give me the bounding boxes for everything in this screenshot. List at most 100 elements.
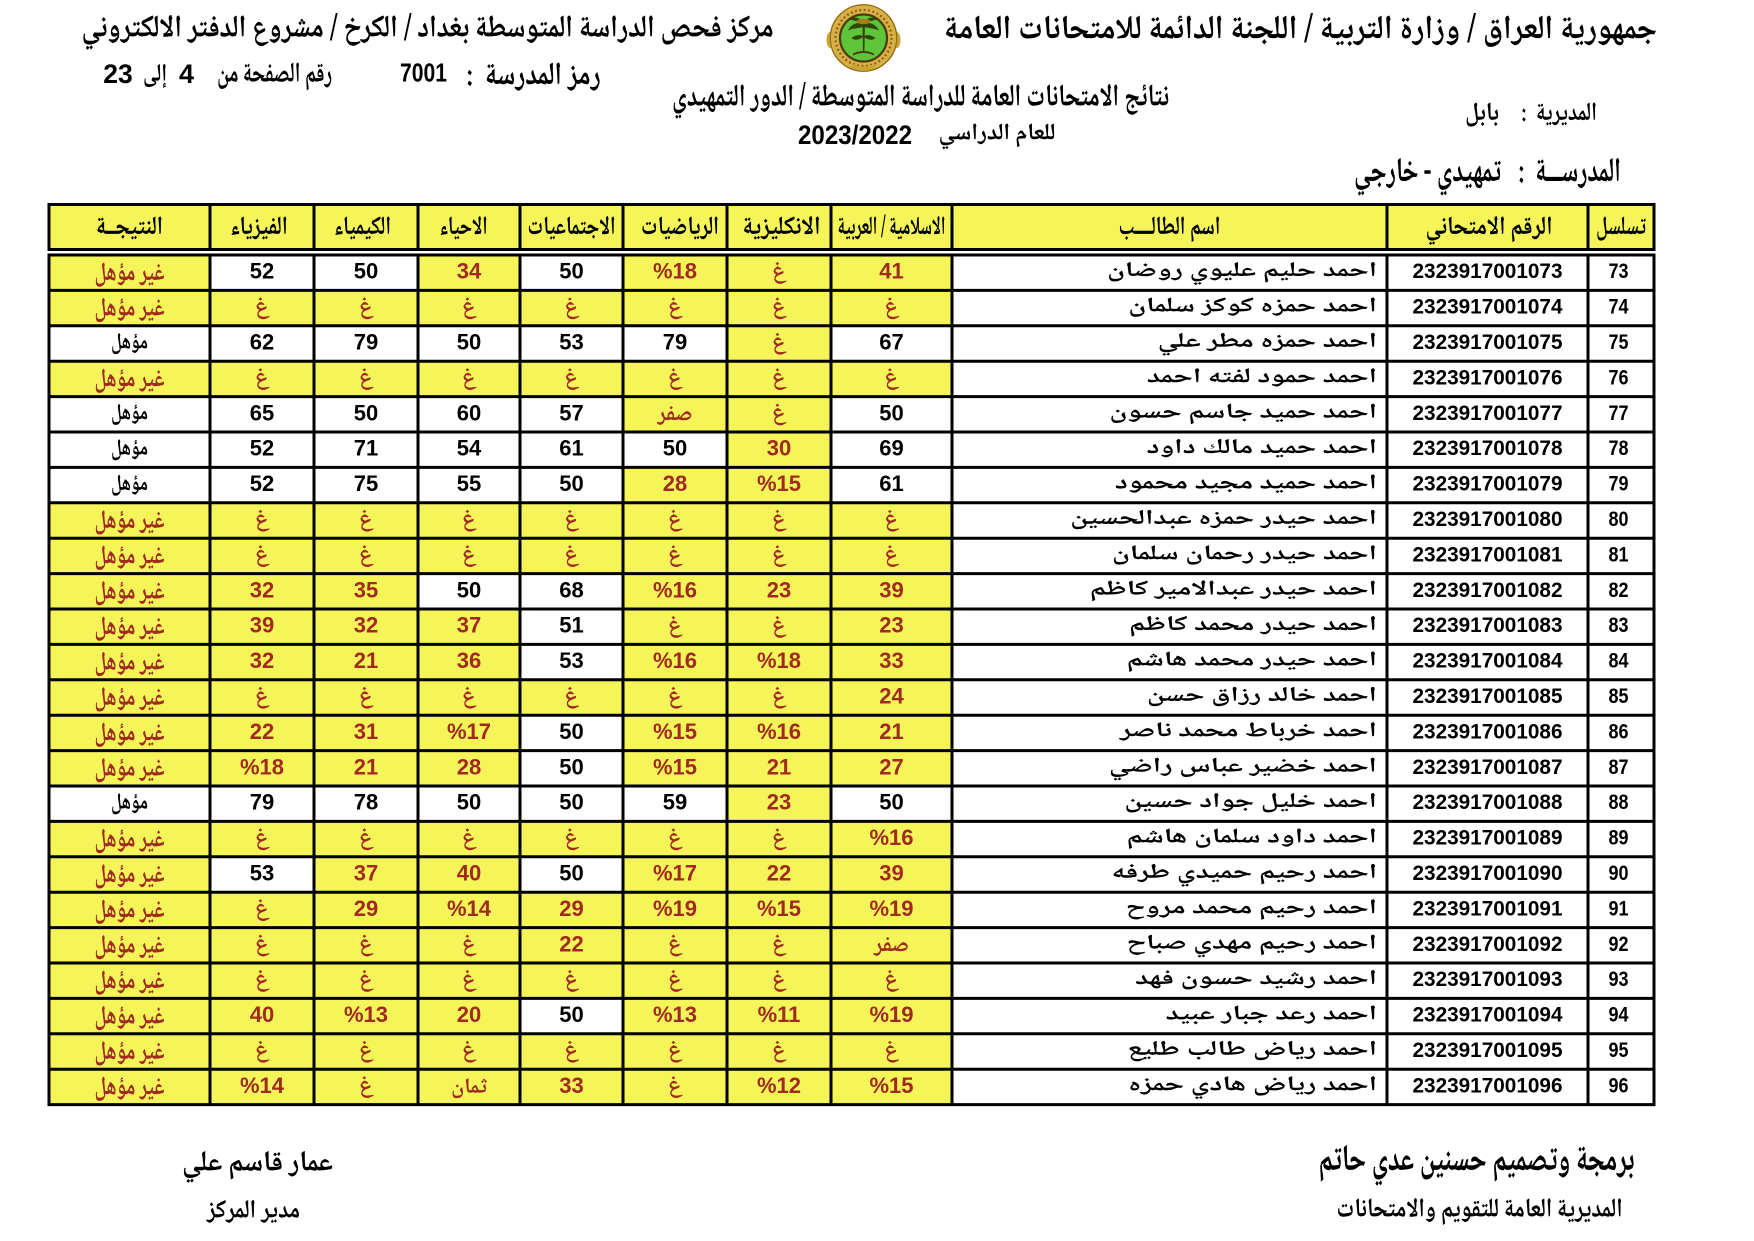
svg-text:79: 79 bbox=[663, 330, 687, 355]
svg-text:79: 79 bbox=[354, 330, 378, 355]
svg-text:2323917001081: 2323917001081 bbox=[1413, 543, 1563, 566]
svg-text:2323917001076: 2323917001076 bbox=[1413, 366, 1563, 389]
svg-text:50: 50 bbox=[559, 861, 583, 886]
svg-text:50: 50 bbox=[457, 577, 481, 602]
svg-text:2323917001079: 2323917001079 bbox=[1413, 473, 1563, 496]
svg-text:73: 73 bbox=[1609, 259, 1629, 283]
svg-text:22: 22 bbox=[250, 719, 274, 744]
svg-text:%16: %16 bbox=[757, 719, 801, 744]
svg-text:23: 23 bbox=[103, 59, 132, 89]
svg-text:61: 61 bbox=[879, 471, 903, 496]
svg-text:29: 29 bbox=[559, 896, 583, 921]
svg-text:50: 50 bbox=[457, 790, 481, 815]
svg-text:2323917001095: 2323917001095 bbox=[1413, 1039, 1563, 1062]
svg-text:62: 62 bbox=[250, 330, 274, 355]
svg-text:2323917001089: 2323917001089 bbox=[1413, 827, 1563, 850]
svg-text:79: 79 bbox=[1609, 472, 1629, 496]
svg-text:35: 35 bbox=[354, 577, 378, 602]
svg-text:21: 21 bbox=[354, 648, 378, 673]
svg-text:2323917001075: 2323917001075 bbox=[1413, 331, 1563, 354]
svg-text:2323917001093: 2323917001093 bbox=[1413, 968, 1563, 991]
svg-text:2323917001091: 2323917001091 bbox=[1413, 897, 1563, 920]
svg-text:2323917001090: 2323917001090 bbox=[1413, 862, 1563, 885]
svg-text:%14: %14 bbox=[447, 896, 492, 921]
svg-text:21: 21 bbox=[767, 754, 791, 779]
svg-text:23: 23 bbox=[767, 577, 791, 602]
svg-text:2323917001083: 2323917001083 bbox=[1413, 614, 1563, 637]
svg-text:%19: %19 bbox=[653, 896, 697, 921]
svg-text:2323917001086: 2323917001086 bbox=[1413, 720, 1563, 743]
svg-text:%15: %15 bbox=[653, 719, 697, 744]
svg-text:54: 54 bbox=[457, 436, 482, 461]
svg-text:%15: %15 bbox=[653, 754, 697, 779]
svg-text:22: 22 bbox=[559, 931, 583, 956]
svg-text:%18: %18 bbox=[653, 259, 697, 284]
svg-text:31: 31 bbox=[354, 719, 378, 744]
svg-text:86: 86 bbox=[1609, 719, 1629, 743]
svg-text:40: 40 bbox=[250, 1002, 274, 1027]
svg-text:2323917001087: 2323917001087 bbox=[1413, 756, 1563, 779]
svg-text:2323917001074: 2323917001074 bbox=[1413, 296, 1563, 319]
svg-text:7001: 7001 bbox=[400, 57, 447, 87]
svg-text:2323917001092: 2323917001092 bbox=[1413, 933, 1563, 956]
svg-text:50: 50 bbox=[559, 259, 583, 284]
svg-text:91: 91 bbox=[1609, 896, 1629, 920]
svg-text:23: 23 bbox=[879, 613, 903, 638]
svg-text:33: 33 bbox=[879, 648, 903, 673]
svg-text:76: 76 bbox=[1609, 365, 1629, 389]
svg-text:%12: %12 bbox=[757, 1073, 801, 1098]
svg-text:59: 59 bbox=[663, 790, 687, 815]
svg-text:68: 68 bbox=[559, 577, 583, 602]
svg-text:27: 27 bbox=[879, 754, 903, 779]
svg-text:%16: %16 bbox=[653, 648, 697, 673]
svg-text:2323917001080: 2323917001080 bbox=[1413, 508, 1563, 531]
svg-text:2323917001082: 2323917001082 bbox=[1413, 579, 1563, 602]
svg-text:30: 30 bbox=[767, 436, 791, 461]
svg-text:2323917001073: 2323917001073 bbox=[1413, 260, 1563, 283]
svg-text:57: 57 bbox=[559, 400, 583, 425]
svg-text:41: 41 bbox=[879, 259, 903, 284]
svg-text:78: 78 bbox=[1609, 436, 1629, 460]
svg-text:2323917001077: 2323917001077 bbox=[1413, 402, 1563, 425]
svg-text:%16: %16 bbox=[653, 577, 697, 602]
svg-text:53: 53 bbox=[559, 648, 583, 673]
svg-text:50: 50 bbox=[559, 719, 583, 744]
svg-text:2323917001094: 2323917001094 bbox=[1413, 1004, 1563, 1027]
svg-text:%18: %18 bbox=[757, 648, 801, 673]
svg-text:50: 50 bbox=[663, 436, 687, 461]
svg-text:37: 37 bbox=[457, 613, 481, 638]
svg-text:39: 39 bbox=[879, 861, 903, 886]
svg-text:50: 50 bbox=[879, 400, 903, 425]
svg-text:%14: %14 bbox=[240, 1073, 285, 1098]
svg-text:%17: %17 bbox=[653, 861, 697, 886]
svg-text:2323917001084: 2323917001084 bbox=[1413, 650, 1563, 673]
svg-text:32: 32 bbox=[250, 648, 274, 673]
svg-text:79: 79 bbox=[250, 790, 274, 815]
svg-text:50: 50 bbox=[559, 790, 583, 815]
svg-text:%18: %18 bbox=[240, 754, 284, 779]
svg-text:96: 96 bbox=[1609, 1073, 1629, 1097]
svg-text:74: 74 bbox=[1609, 295, 1629, 319]
svg-text:82: 82 bbox=[1609, 578, 1629, 602]
svg-text:50: 50 bbox=[559, 754, 583, 779]
svg-text:21: 21 bbox=[354, 754, 378, 779]
svg-text:%13: %13 bbox=[344, 1002, 388, 1027]
svg-text:50: 50 bbox=[559, 471, 583, 496]
svg-text:83: 83 bbox=[1609, 613, 1629, 637]
svg-text:%15: %15 bbox=[869, 1073, 913, 1098]
svg-text:77: 77 bbox=[1609, 401, 1629, 425]
svg-text:75: 75 bbox=[1609, 330, 1629, 354]
svg-text:92: 92 bbox=[1609, 932, 1629, 956]
svg-text:%13: %13 bbox=[653, 1002, 697, 1027]
svg-text:89: 89 bbox=[1609, 826, 1629, 850]
svg-text:39: 39 bbox=[250, 613, 274, 638]
svg-text:2323917001088: 2323917001088 bbox=[1413, 791, 1563, 814]
svg-text:32: 32 bbox=[354, 613, 378, 638]
svg-text:55: 55 bbox=[457, 471, 481, 496]
svg-text:%19: %19 bbox=[869, 896, 913, 921]
svg-text:22: 22 bbox=[767, 861, 791, 886]
svg-text:53: 53 bbox=[250, 861, 274, 886]
svg-text:93: 93 bbox=[1609, 967, 1629, 991]
svg-text:78: 78 bbox=[354, 790, 378, 815]
svg-text:67: 67 bbox=[879, 330, 903, 355]
